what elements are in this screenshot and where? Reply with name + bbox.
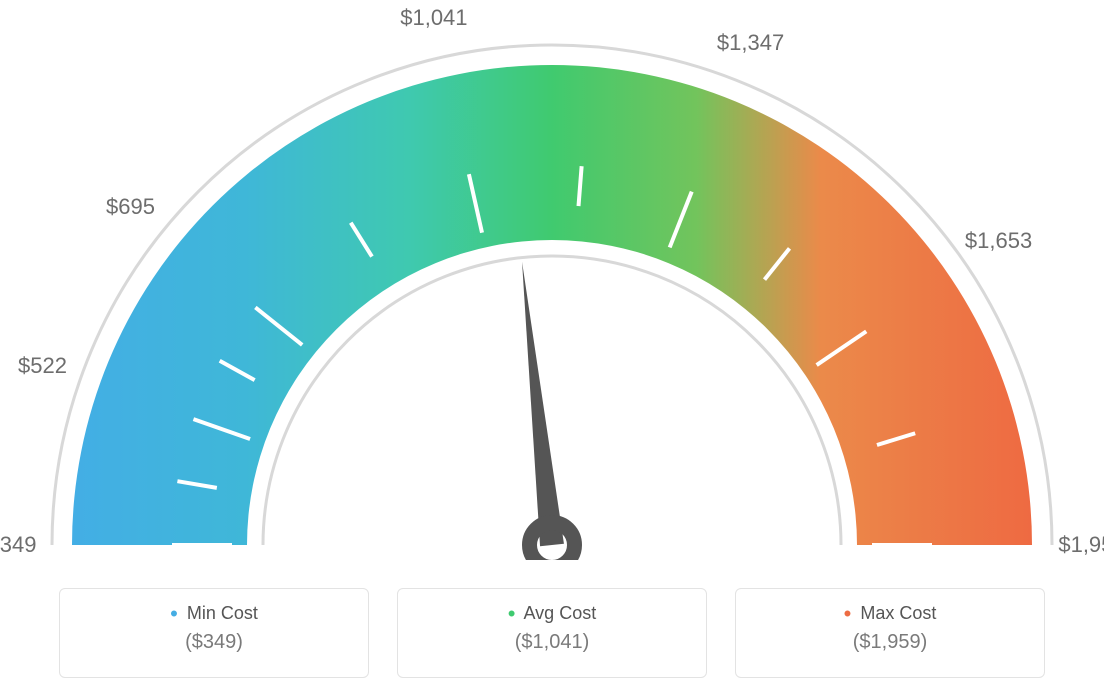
legend-max-title: • Max Cost xyxy=(736,599,1044,625)
legend-min-dot-icon: • xyxy=(170,601,178,626)
gauge-tick-label: $349 xyxy=(0,532,36,558)
legend-avg-box: • Avg Cost ($1,041) xyxy=(397,588,707,678)
legend-avg-title: • Avg Cost xyxy=(398,599,706,625)
legend-min-title-text: Min Cost xyxy=(187,603,258,623)
cost-gauge: $349 $522 $695 $1,041 $1,347 $1,653 $1,959 xyxy=(0,0,1104,560)
gauge-tick-label: $1,041 xyxy=(400,5,467,31)
gauge-tick-label: $1,959 xyxy=(1058,532,1104,558)
gauge-tick-label: $1,347 xyxy=(717,30,784,56)
gauge-tick-label: $1,653 xyxy=(965,228,1032,254)
legend-max-dot-icon: • xyxy=(844,601,852,626)
legend-max-title-text: Max Cost xyxy=(860,603,936,623)
legend-max-box: • Max Cost ($1,959) xyxy=(735,588,1045,678)
gauge-tick-label: $695 xyxy=(106,194,155,220)
legend-avg-dot-icon: • xyxy=(508,601,516,626)
legend-avg-title-text: Avg Cost xyxy=(524,603,597,623)
legend-row: • Min Cost ($349) • Avg Cost ($1,041) • … xyxy=(0,588,1104,678)
legend-min-value: ($349) xyxy=(60,631,368,654)
legend-min-box: • Min Cost ($349) xyxy=(59,588,369,678)
legend-min-title: • Min Cost xyxy=(60,599,368,625)
legend-avg-value: ($1,041) xyxy=(398,631,706,654)
gauge-tick-label: $522 xyxy=(18,353,67,379)
legend-max-value: ($1,959) xyxy=(736,631,1044,654)
